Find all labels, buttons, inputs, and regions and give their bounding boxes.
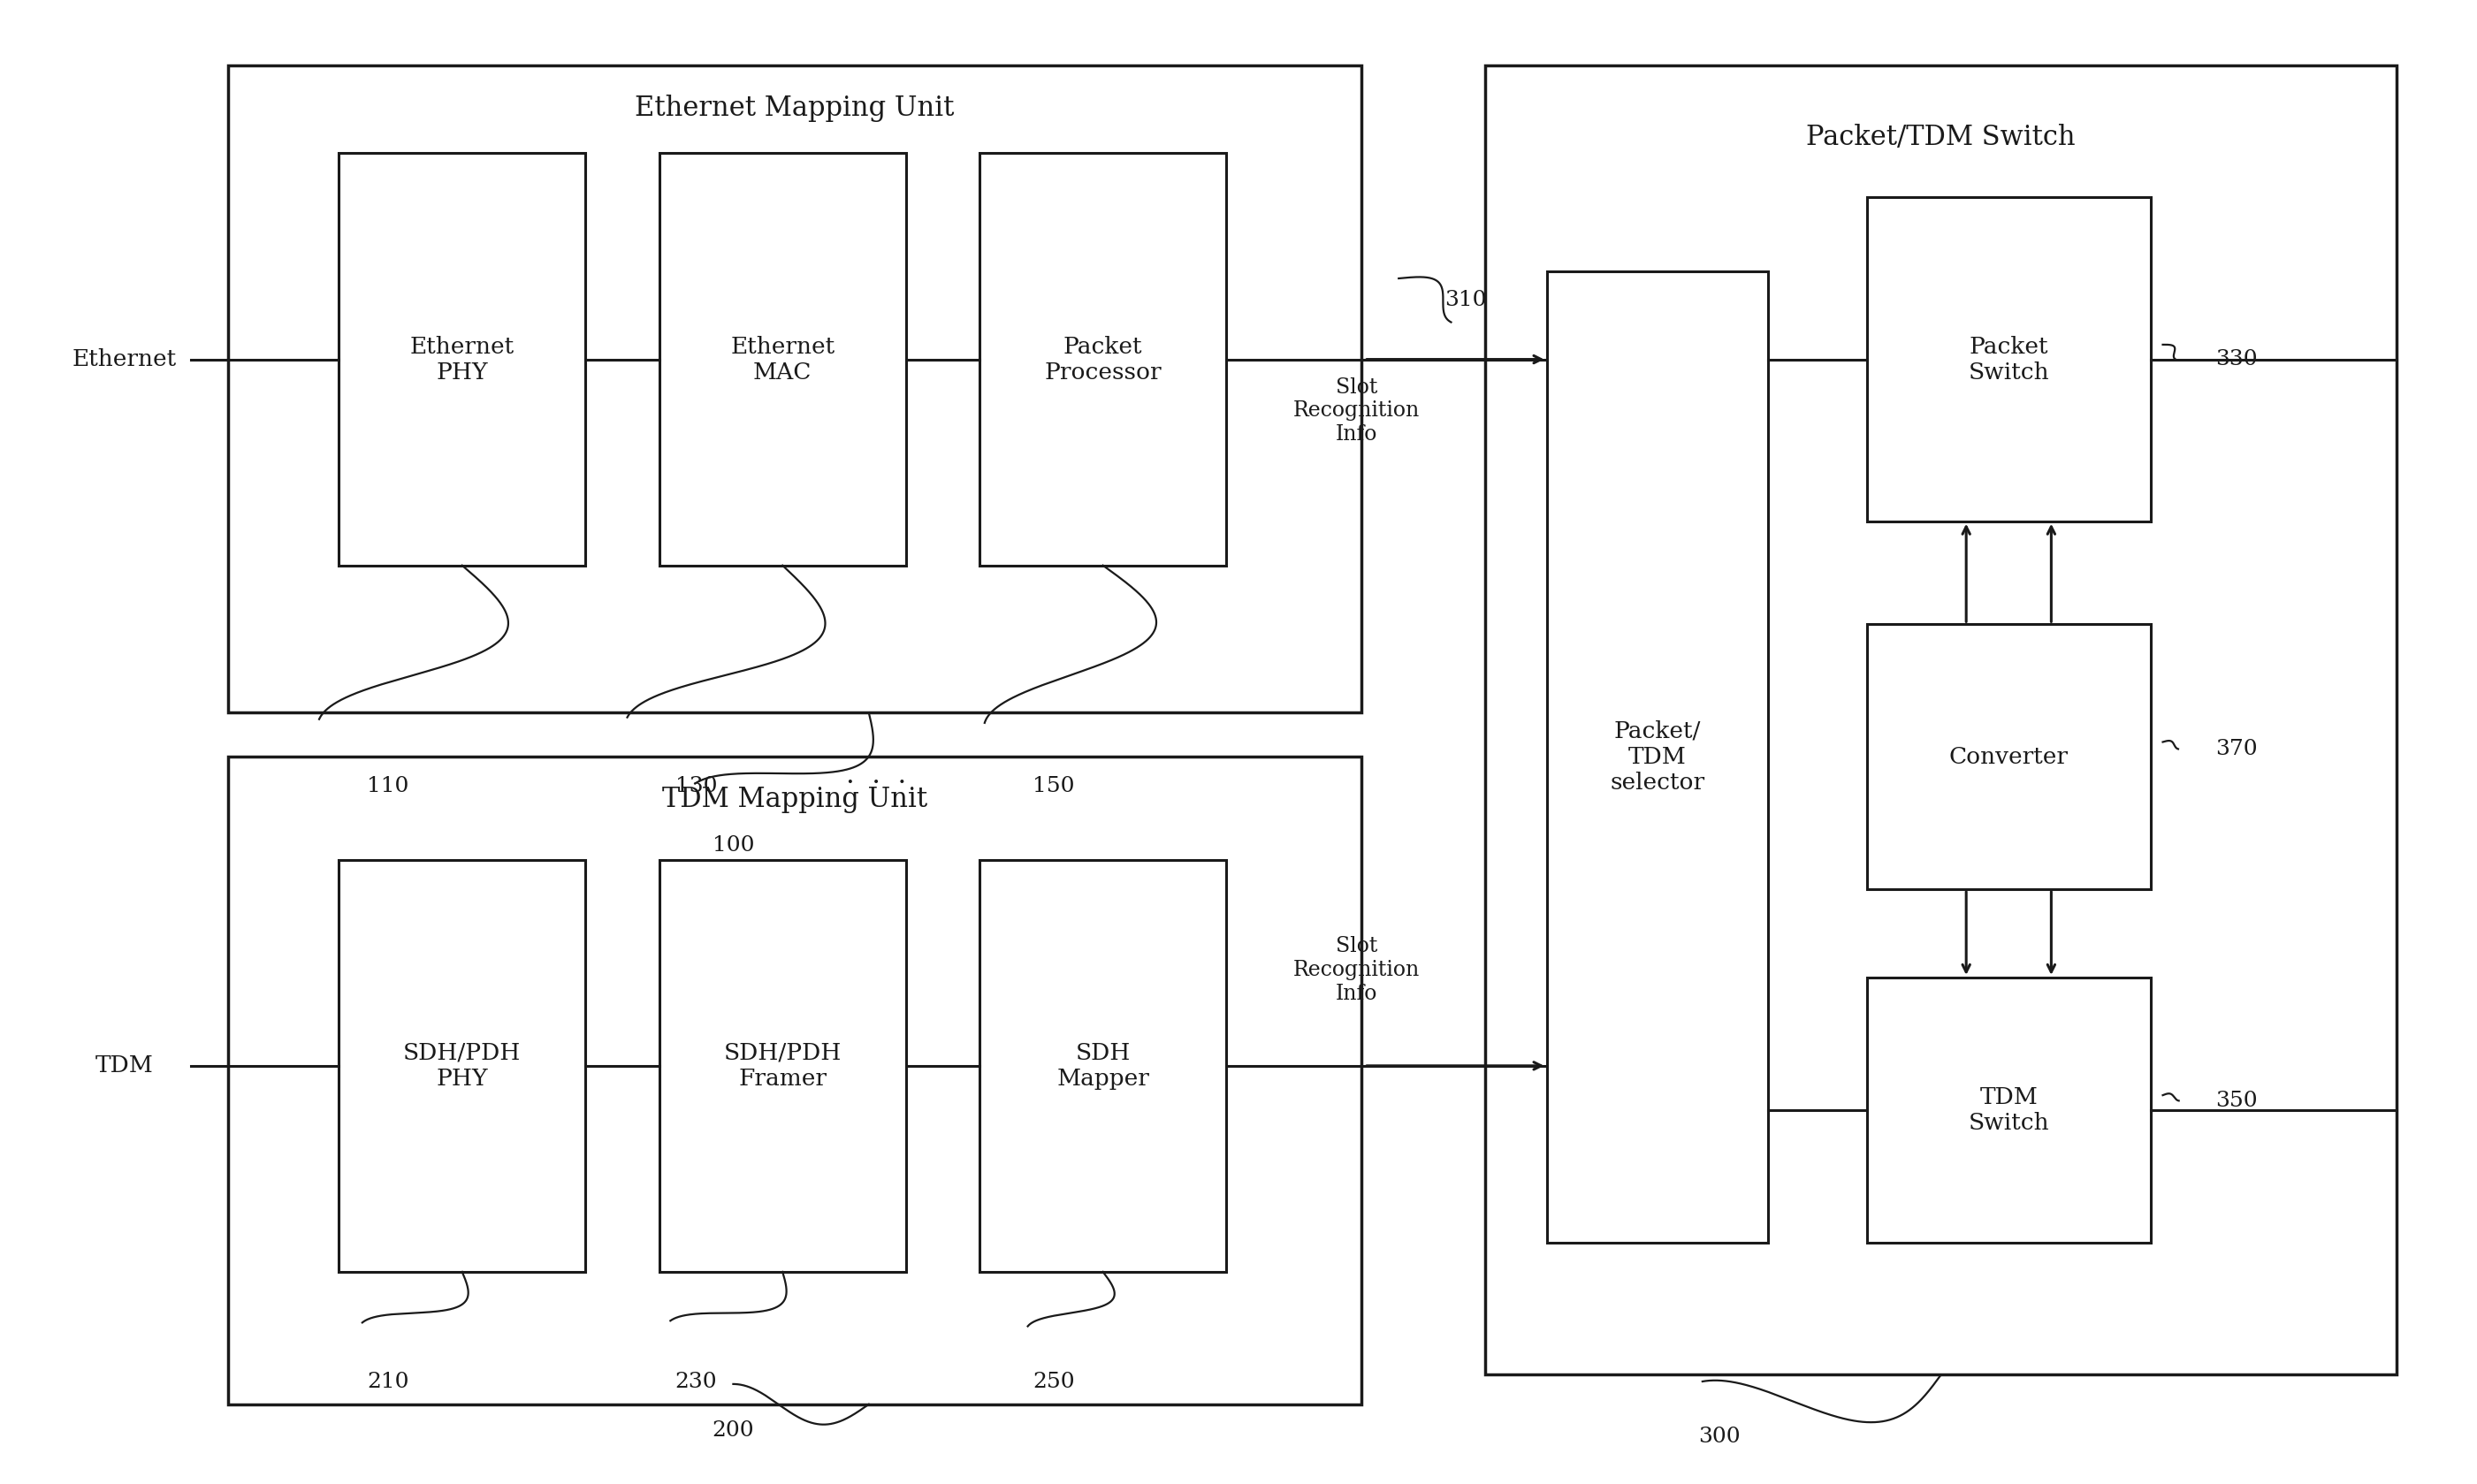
FancyBboxPatch shape [339, 153, 585, 565]
Text: SDH
Mapper: SDH Mapper [1058, 1042, 1149, 1089]
Text: 200: 200 [713, 1420, 755, 1441]
Text: Ethernet
MAC: Ethernet MAC [731, 335, 835, 383]
Text: Slot
Recognition
Info: Slot Recognition Info [1293, 936, 1419, 1003]
Text: ·  ·  ·: · · · [847, 770, 907, 797]
Text: TDM: TDM [94, 1055, 154, 1077]
Text: Packet/
TDM
selector: Packet/ TDM selector [1610, 720, 1704, 794]
Text: Slot
Recognition
Info: Slot Recognition Info [1293, 377, 1419, 445]
FancyBboxPatch shape [659, 153, 907, 565]
FancyBboxPatch shape [1868, 978, 2150, 1242]
FancyBboxPatch shape [1486, 65, 2398, 1374]
FancyBboxPatch shape [981, 859, 1226, 1272]
Text: SDH/PDH
Framer: SDH/PDH Framer [723, 1042, 842, 1089]
Text: SDH/PDH
PHY: SDH/PDH PHY [404, 1042, 520, 1089]
Text: 110: 110 [367, 776, 409, 797]
Text: 330: 330 [2214, 349, 2257, 370]
FancyBboxPatch shape [1868, 625, 2150, 889]
Text: 250: 250 [1033, 1373, 1075, 1392]
Text: Ethernet
PHY: Ethernet PHY [409, 335, 515, 383]
Text: Packet/TDM Switch: Packet/TDM Switch [1806, 125, 2076, 151]
Text: Ethernet Mapping Unit: Ethernet Mapping Unit [634, 93, 954, 122]
FancyBboxPatch shape [228, 65, 1362, 712]
Text: Ethernet: Ethernet [72, 349, 176, 371]
Text: 210: 210 [367, 1373, 409, 1392]
Text: 350: 350 [2214, 1091, 2257, 1112]
Text: Packet
Processor: Packet Processor [1045, 335, 1162, 383]
Text: 100: 100 [713, 835, 753, 855]
Text: 310: 310 [1444, 291, 1486, 310]
FancyBboxPatch shape [659, 859, 907, 1272]
FancyBboxPatch shape [339, 859, 585, 1272]
FancyBboxPatch shape [981, 153, 1226, 565]
Text: 370: 370 [2214, 739, 2257, 760]
FancyBboxPatch shape [228, 757, 1362, 1404]
FancyBboxPatch shape [1868, 197, 2150, 521]
Text: TDM
Switch: TDM Switch [1969, 1086, 2048, 1134]
Text: 150: 150 [1033, 776, 1075, 797]
Text: 130: 130 [676, 776, 718, 797]
Text: Converter: Converter [1949, 745, 2068, 767]
Text: 230: 230 [676, 1373, 718, 1392]
FancyBboxPatch shape [1546, 272, 1769, 1242]
Text: TDM Mapping Unit: TDM Mapping Unit [661, 787, 926, 813]
Text: 300: 300 [1699, 1426, 1741, 1447]
Text: Packet
Switch: Packet Switch [1969, 335, 2048, 383]
